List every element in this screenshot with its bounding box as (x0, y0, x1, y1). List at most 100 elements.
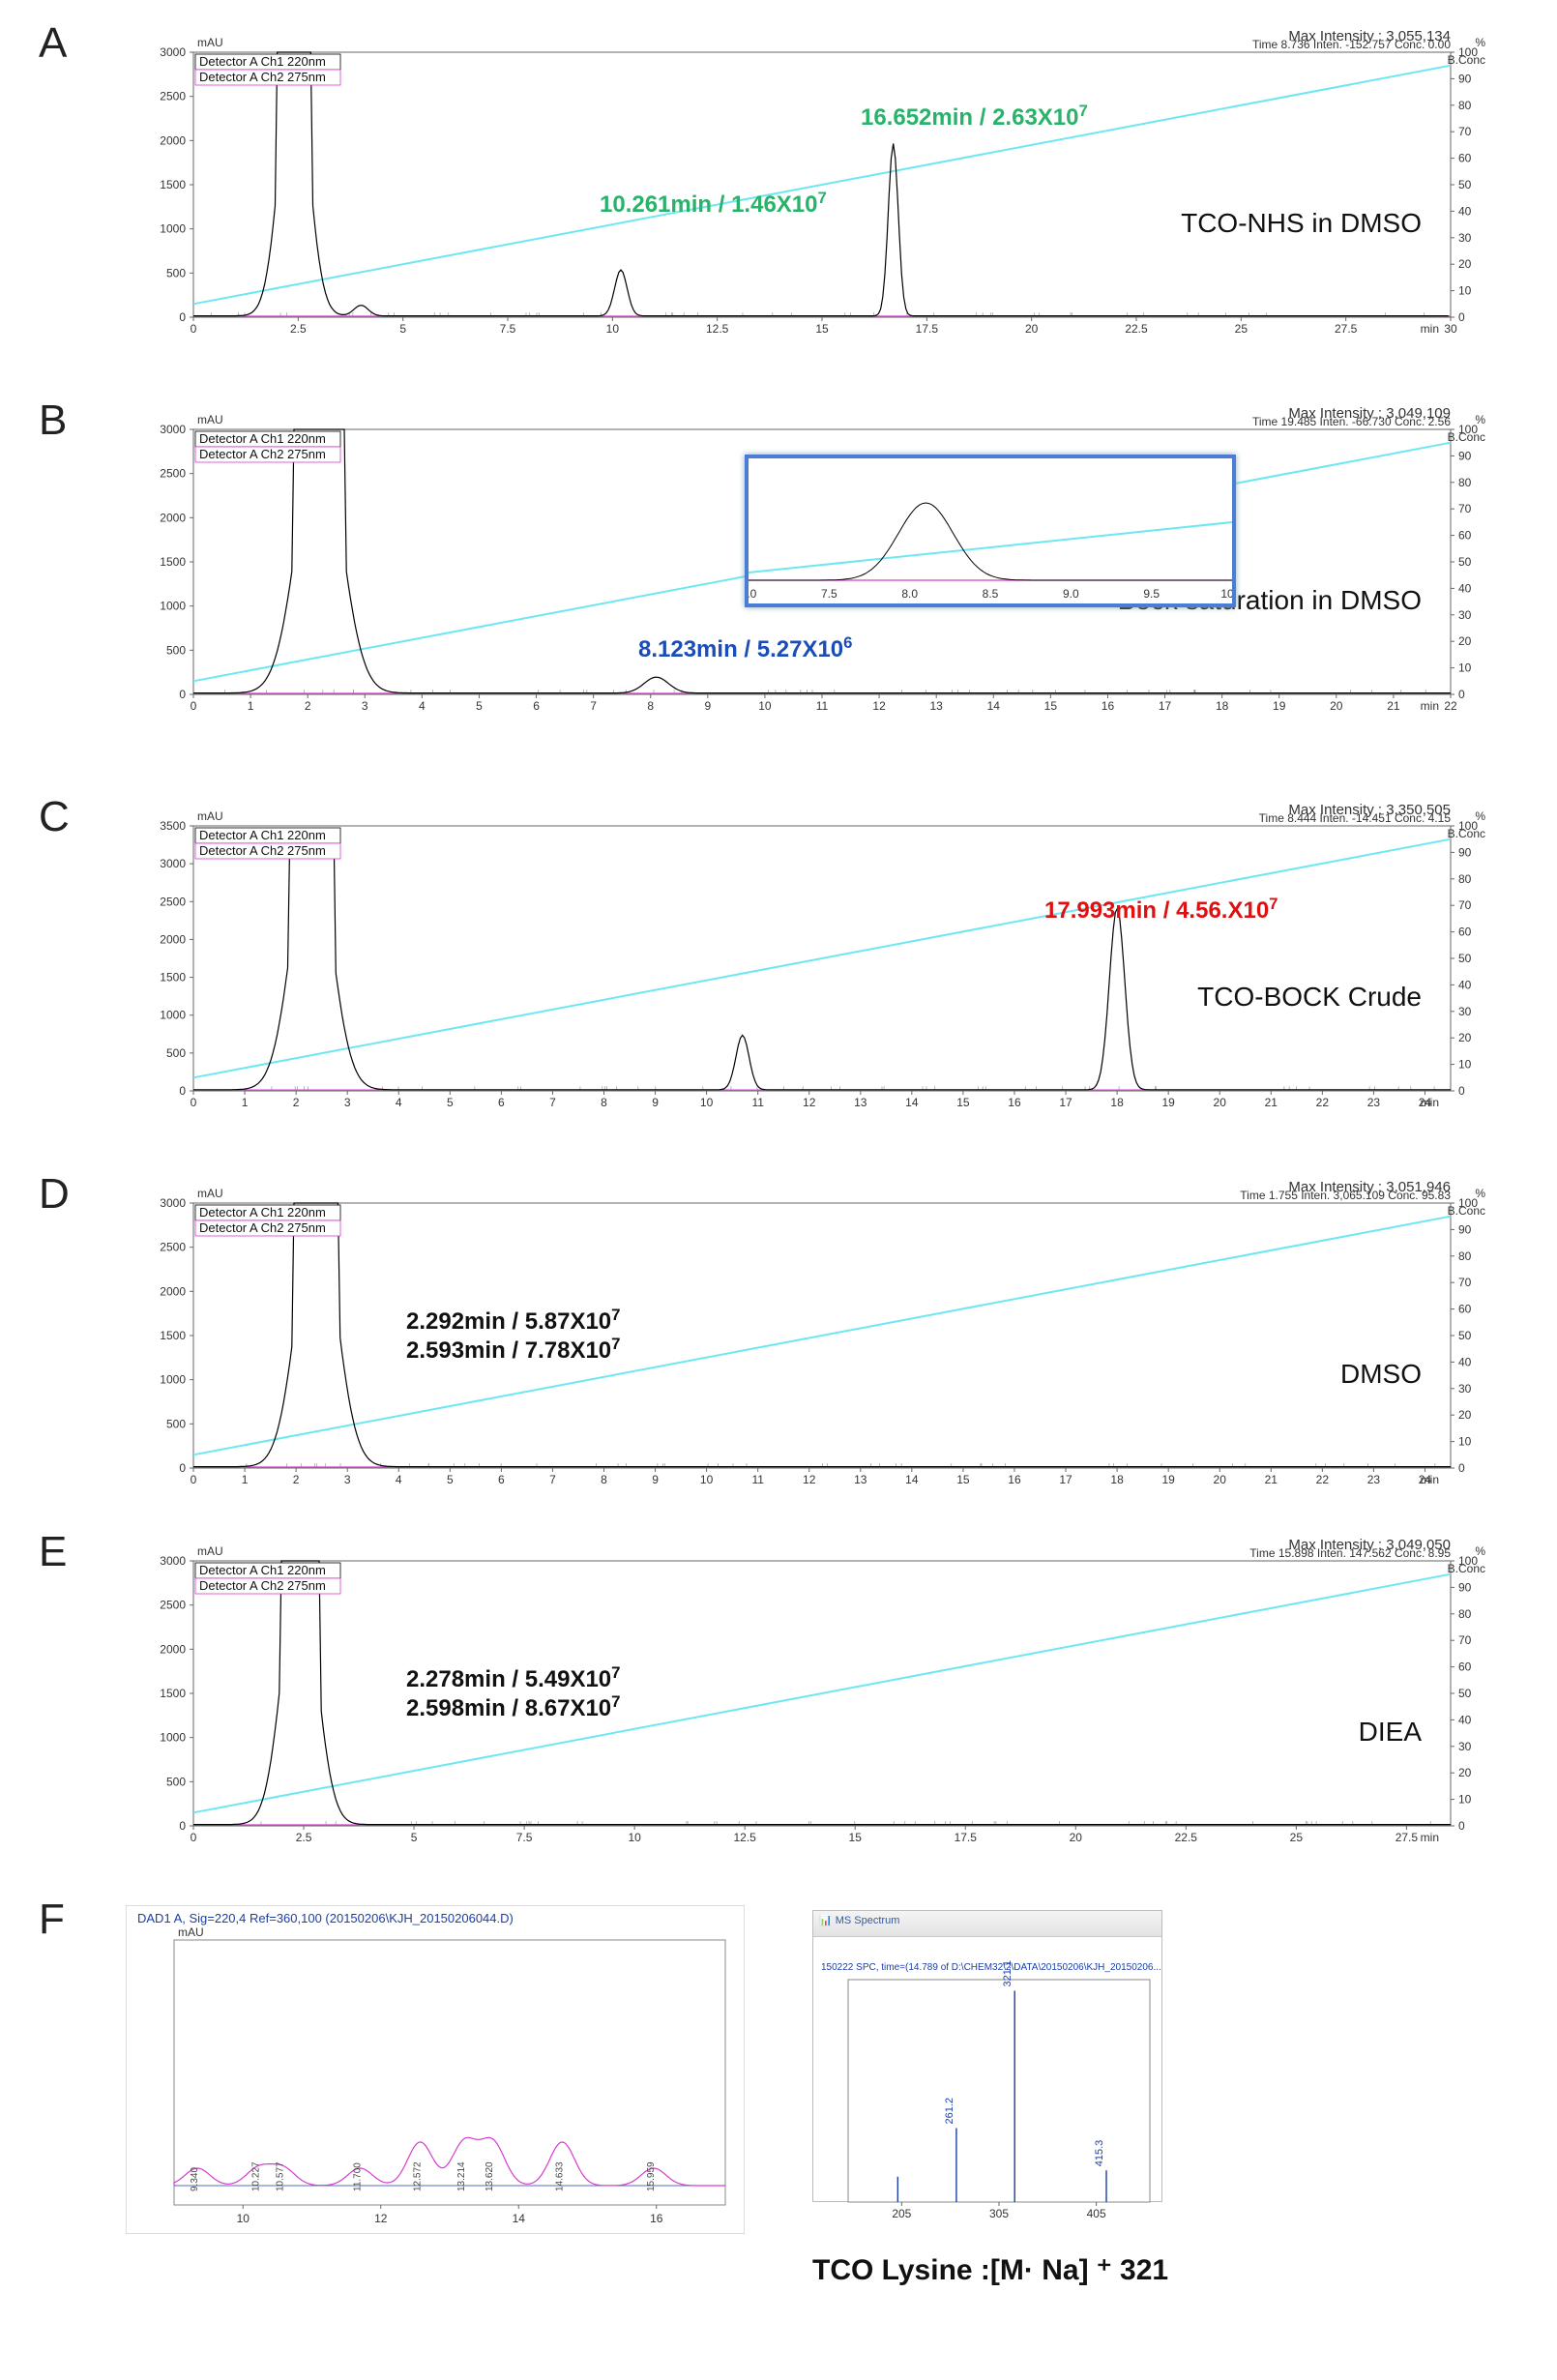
svg-text:min: min (1421, 1096, 1439, 1109)
svg-text:Time 15.898 Inten.: Time 15.898 Inten. 147.562 Conc. 8.95 (1249, 1546, 1451, 1560)
svg-text:30: 30 (1458, 1382, 1472, 1396)
svg-text:90: 90 (1458, 449, 1472, 462)
svg-text:205: 205 (892, 2207, 911, 2220)
svg-text:19: 19 (1161, 1473, 1175, 1486)
svg-text:2: 2 (293, 1096, 300, 1109)
svg-text:405: 405 (1087, 2207, 1106, 2220)
svg-text:9: 9 (652, 1096, 659, 1109)
svg-text:0: 0 (1458, 1819, 1465, 1833)
panel-label-C: C (39, 793, 70, 841)
panel-E: 0500100015002000250030000102030405060708… (126, 1538, 1509, 1857)
svg-text:30: 30 (1458, 1740, 1472, 1753)
svg-text:25: 25 (1235, 322, 1249, 336)
svg-text:14: 14 (905, 1096, 919, 1109)
svg-text:40: 40 (1458, 978, 1472, 991)
svg-text:5: 5 (411, 1831, 418, 1844)
svg-text:%: % (1475, 1544, 1485, 1558)
svg-text:80: 80 (1458, 872, 1472, 886)
svg-text:mAU: mAU (197, 809, 223, 823)
svg-text:60: 60 (1458, 529, 1472, 543)
svg-text:500: 500 (166, 643, 186, 657)
svg-text:70: 70 (1458, 898, 1472, 912)
sample-label: DIEA (1359, 1717, 1422, 1748)
svg-text:0: 0 (191, 1096, 197, 1109)
svg-text:10: 10 (1458, 1793, 1472, 1807)
svg-text:13.620: 13.620 (485, 2161, 495, 2191)
svg-text:7.5: 7.5 (500, 322, 516, 336)
svg-text:13.214: 13.214 (456, 2161, 467, 2191)
svg-text:13: 13 (854, 1096, 867, 1109)
svg-text:2000: 2000 (160, 1284, 186, 1298)
svg-text:22: 22 (1316, 1473, 1330, 1486)
svg-text:3000: 3000 (160, 423, 186, 436)
svg-text:8: 8 (601, 1473, 607, 1486)
svg-text:40: 40 (1458, 1713, 1472, 1726)
svg-text:4: 4 (396, 1473, 402, 1486)
panel-label-A: A (39, 19, 67, 68)
svg-text:9: 9 (704, 699, 711, 713)
svg-text:Time 1.755 Inten.: Time 1.755 Inten. 3,065.109 Conc. 95.83 (1240, 1189, 1451, 1202)
svg-text:60: 60 (1458, 1660, 1472, 1674)
svg-text:4: 4 (419, 699, 426, 713)
svg-text:60: 60 (1458, 1303, 1472, 1316)
svg-text:80: 80 (1458, 476, 1472, 489)
svg-text:30: 30 (1458, 608, 1472, 622)
svg-text:21: 21 (1387, 699, 1400, 713)
svg-text:22: 22 (1444, 699, 1457, 713)
svg-text:20: 20 (1214, 1473, 1227, 1486)
svg-text:2: 2 (305, 699, 311, 713)
svg-text:14: 14 (987, 699, 1001, 713)
svg-text:20: 20 (1330, 699, 1343, 713)
svg-text:1500: 1500 (160, 971, 186, 984)
svg-text:50: 50 (1458, 1687, 1472, 1700)
svg-text:0: 0 (1458, 688, 1465, 701)
bottom-caption: TCO Lysine :[M· Na] ⁺ 321 (812, 2253, 1168, 2287)
svg-text:5: 5 (447, 1473, 454, 1486)
sample-label: TCO-NHS in DMSO (1181, 208, 1422, 239)
svg-text:70: 70 (1458, 1633, 1472, 1647)
svg-text:40: 40 (1458, 204, 1472, 218)
svg-text:B.Conc: B.Conc (1448, 1562, 1485, 1575)
svg-text:2: 2 (293, 1473, 300, 1486)
svg-text:10.0: 10.0 (1220, 587, 1236, 601)
svg-text:40: 40 (1458, 581, 1472, 595)
svg-text:30: 30 (1444, 322, 1457, 336)
svg-text:%: % (1475, 1187, 1485, 1200)
peak-annotation: 2.278min / 5.49X107 (406, 1663, 621, 1693)
svg-text:25: 25 (1290, 1831, 1304, 1844)
svg-text:10: 10 (700, 1096, 714, 1109)
svg-text:B.Conc: B.Conc (1448, 1204, 1485, 1218)
svg-text:500: 500 (166, 1775, 186, 1788)
svg-text:2000: 2000 (160, 932, 186, 946)
svg-text:11: 11 (816, 699, 829, 713)
svg-text:12: 12 (374, 2212, 388, 2225)
svg-text:3500: 3500 (160, 819, 186, 833)
svg-text:Detector A Ch1 220nm: Detector A Ch1 220nm (199, 1563, 326, 1577)
svg-text:1000: 1000 (160, 600, 186, 613)
svg-text:3000: 3000 (160, 857, 186, 870)
svg-text:0: 0 (179, 1084, 186, 1098)
svg-text:50: 50 (1458, 952, 1472, 965)
svg-text:15: 15 (956, 1473, 970, 1486)
svg-text:15: 15 (849, 1831, 863, 1844)
svg-text:1: 1 (248, 699, 254, 713)
svg-text:11: 11 (751, 1096, 764, 1109)
svg-text:mAU: mAU (197, 413, 223, 426)
svg-text:90: 90 (1458, 845, 1472, 859)
svg-text:1000: 1000 (160, 1009, 186, 1022)
svg-text:7.5: 7.5 (516, 1831, 533, 1844)
svg-text:5: 5 (447, 1096, 454, 1109)
panel-label-D: D (39, 1170, 70, 1219)
svg-text:17: 17 (1059, 1473, 1072, 1486)
svg-text:16: 16 (1008, 1473, 1021, 1486)
svg-text:4: 4 (396, 1096, 402, 1109)
svg-text:16: 16 (650, 2212, 663, 2225)
sample-label: TCO-BOCK Crude (1197, 982, 1422, 1013)
svg-text:6: 6 (498, 1473, 505, 1486)
svg-text:2500: 2500 (160, 467, 186, 481)
svg-text:11: 11 (751, 1473, 764, 1486)
svg-text:17: 17 (1059, 1096, 1072, 1109)
svg-text:1000: 1000 (160, 222, 186, 236)
svg-text:B.Conc: B.Conc (1448, 827, 1485, 840)
svg-text:22.5: 22.5 (1125, 322, 1148, 336)
